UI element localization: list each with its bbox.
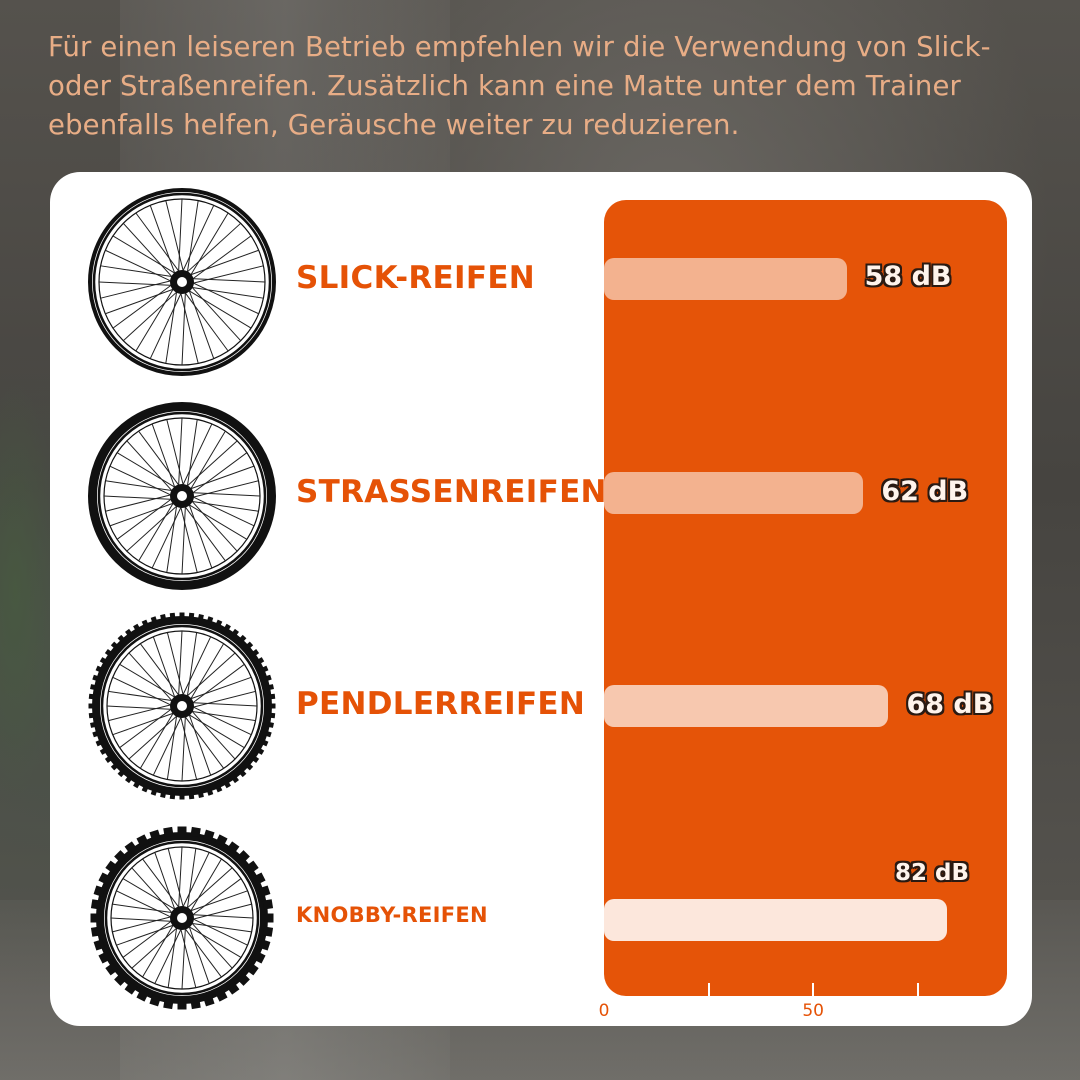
data-label-knobby: 82 dB bbox=[895, 860, 970, 886]
x-tick-25 bbox=[707, 983, 710, 999]
category-label-slick: SLICK-REIFEN bbox=[296, 260, 536, 296]
bar-commuter bbox=[604, 685, 889, 727]
x-tick-label-0: 0 bbox=[598, 1001, 610, 1021]
headline-text: Für einen leiseren Betrieb empfehlen wir… bbox=[48, 31, 991, 141]
x-tick-label-50: 50 bbox=[802, 1001, 824, 1021]
category-label-knobby: KNOBBY-REIFEN bbox=[296, 903, 488, 927]
x-tick-75 bbox=[916, 983, 919, 999]
slick-wheel-icon bbox=[88, 188, 276, 376]
category-label-road: STRASSENREIFEN bbox=[296, 474, 607, 510]
bar-road bbox=[604, 472, 864, 514]
data-label-road: 62 dB bbox=[881, 476, 969, 507]
road-wheel-icon bbox=[88, 402, 276, 590]
x-tick-50 bbox=[812, 983, 815, 999]
bar-slick bbox=[604, 258, 847, 300]
plot-area bbox=[604, 200, 1007, 996]
category-label-commuter: PENDLERREIFEN bbox=[296, 686, 586, 722]
data-label-commuter: 68 dB bbox=[906, 689, 994, 720]
bar-knobby bbox=[604, 899, 947, 941]
commuter-wheel-icon bbox=[88, 612, 276, 800]
knobby-wheel-icon bbox=[90, 826, 274, 1010]
data-label-slick: 58 dB bbox=[864, 261, 952, 292]
